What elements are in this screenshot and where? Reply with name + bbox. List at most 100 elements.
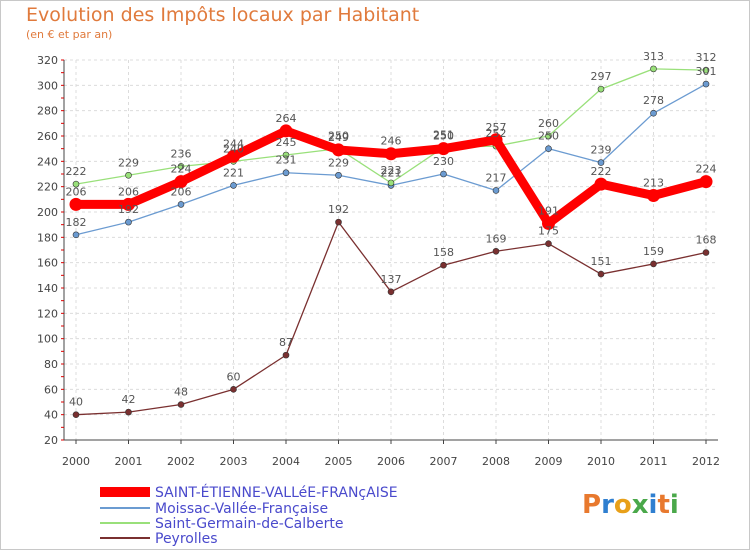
series-point	[332, 143, 345, 157]
x-tick-label: 2011	[640, 455, 668, 468]
data-label: 229	[328, 156, 349, 169]
data-label: 224	[171, 163, 192, 176]
series-point	[545, 132, 552, 140]
series-point	[230, 182, 237, 189]
series-point	[545, 145, 552, 152]
series-point	[335, 218, 342, 226]
data-label: 192	[118, 203, 139, 216]
data-label: 224	[696, 163, 717, 176]
data-label: 137	[381, 273, 402, 286]
series-point	[177, 401, 185, 408]
data-label: 48	[174, 386, 188, 399]
series-point	[174, 175, 188, 189]
logo-letter: P	[582, 490, 602, 520]
series-point	[387, 288, 395, 296]
y-tick-label: 320	[37, 54, 58, 67]
series-point	[282, 151, 290, 159]
data-label: 250	[538, 130, 559, 143]
series-point	[597, 159, 605, 166]
x-tick-label: 2002	[167, 455, 195, 468]
series-point	[72, 180, 80, 188]
data-label: 192	[328, 203, 349, 216]
y-tick-label: 300	[37, 79, 58, 92]
data-label: 191	[538, 204, 559, 217]
data-label: 301	[696, 65, 717, 78]
y-tick-label: 260	[37, 130, 58, 143]
data-label: 246	[381, 135, 402, 148]
series-point	[387, 179, 395, 187]
data-label: 250	[433, 130, 454, 143]
legend-label: SAINT-ÉTIENNE-VALLéE-FRANçAISE	[155, 484, 398, 501]
data-label: 182	[66, 216, 87, 229]
legend-label: Saint-Germain-de-Calberte	[155, 516, 343, 532]
series-point	[597, 85, 605, 93]
series-point	[647, 189, 660, 203]
x-tick-label: 2007	[430, 455, 458, 468]
data-label: 159	[643, 245, 664, 258]
series-lines	[69, 65, 713, 418]
data-label: 222	[66, 165, 87, 178]
y-tick-label: 240	[37, 155, 58, 168]
data-label: 257	[486, 121, 507, 134]
data-label: 240	[223, 142, 244, 155]
x-tick-label: 2003	[220, 455, 248, 468]
series-point	[125, 218, 132, 226]
series-point	[440, 170, 447, 178]
y-tick-label: 160	[37, 257, 58, 270]
data-label: 221	[223, 166, 244, 179]
series-point	[125, 408, 132, 416]
data-label: 260	[538, 117, 559, 130]
series-point	[230, 386, 237, 393]
data-label: 278	[643, 94, 664, 107]
data-label: 169	[486, 232, 507, 245]
y-tick-label: 60	[44, 383, 58, 396]
y-tick-label: 140	[37, 282, 58, 295]
data-label: 158	[433, 246, 454, 259]
series-point	[702, 249, 710, 256]
legend: SAINT-ÉTIENNE-VALLéE-FRANçAISEMoissac-Va…	[100, 484, 398, 547]
axes: 20 40 60 80 100 120 140 160 180 200 220 240 260 280 30…	[37, 54, 720, 468]
data-label: 239	[591, 144, 612, 157]
x-tick-label: 2001	[115, 455, 143, 468]
series-point	[122, 197, 135, 211]
data-label: 60	[227, 370, 241, 383]
y-tick-label: 40	[44, 409, 58, 422]
data-label: 151	[591, 255, 612, 268]
data-label: 222	[591, 165, 612, 178]
data-label: 244	[223, 137, 244, 150]
x-tick-label: 2009	[535, 455, 563, 468]
series-point	[594, 177, 608, 191]
series-point	[384, 147, 398, 161]
series-point	[72, 411, 80, 418]
series-point	[597, 270, 605, 278]
series-point	[489, 133, 503, 147]
y-tick-label: 200	[37, 206, 58, 219]
series-point	[177, 163, 185, 170]
data-label: 264	[276, 112, 297, 125]
legend-label: Moissac-Vallée-Française	[155, 501, 328, 517]
logo-letter: r	[601, 490, 614, 520]
data-label: 230	[433, 155, 454, 168]
data-label: 223	[381, 164, 402, 177]
data-label: 175	[538, 225, 559, 238]
x-tick-label: 2000	[62, 455, 90, 468]
data-label: 40	[69, 396, 83, 409]
x-tick-label: 2006	[377, 455, 405, 468]
series-point	[282, 169, 290, 177]
chart-title: Evolution des Impôts locaux par Habitant	[26, 4, 420, 26]
data-label: 249	[328, 131, 349, 144]
data-label: 168	[696, 234, 717, 247]
y-tick-label: 180	[37, 231, 58, 244]
data-labels: 206 206 224 244 264 249 246 250 257 191 222 213 224 1…	[66, 50, 717, 409]
series-point	[492, 187, 500, 194]
series-point	[335, 171, 342, 179]
y-tick-label: 80	[44, 358, 58, 371]
data-label: 297	[591, 70, 612, 83]
data-label: 236	[171, 147, 192, 160]
data-label: 206	[171, 185, 192, 198]
x-tick-label: 2004	[272, 455, 300, 468]
series-point	[650, 260, 657, 268]
chart-subtitle: (en € et par an)	[26, 28, 113, 41]
data-label: 250	[328, 130, 349, 143]
series-point	[702, 80, 710, 88]
